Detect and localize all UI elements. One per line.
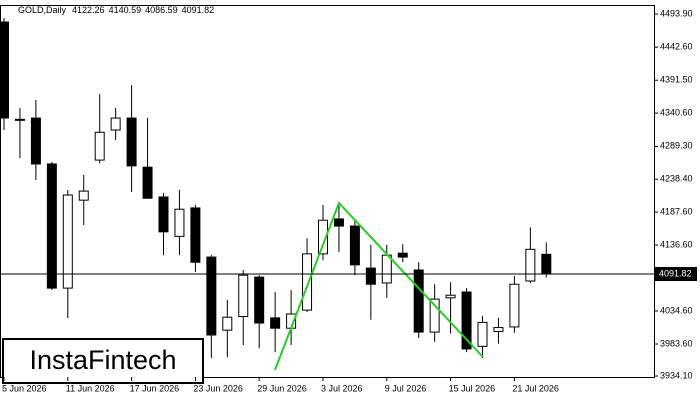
x-tick-label: 17 Jun 2026	[130, 383, 180, 393]
x-tick-label: 21 Jul 2026	[512, 383, 559, 393]
candle-body	[509, 283, 520, 328]
x-tick-label: 11 Jun 2026	[66, 383, 115, 393]
x-tick-label: 9 Jul 2026	[385, 383, 427, 393]
candle-body	[461, 291, 472, 350]
candle-body	[397, 252, 408, 258]
candle-body	[333, 218, 344, 227]
candle-body	[493, 327, 504, 332]
logo-text: InstaFintech	[29, 345, 176, 375]
candles	[0, 18, 552, 358]
candle-body	[381, 254, 392, 284]
candle-body	[365, 267, 376, 285]
header-open: 4122.26	[72, 5, 105, 15]
x-tick-label: 3 Jul 2026	[321, 383, 363, 393]
candle-body	[413, 269, 424, 333]
y-tick-label: 4391.50	[660, 75, 693, 85]
candle-body	[525, 248, 536, 282]
price-label-box	[655, 267, 697, 282]
y-tick-label: 4493.90	[660, 8, 693, 18]
candle-body	[254, 276, 265, 324]
candle-body	[222, 316, 233, 331]
candle-body	[429, 298, 440, 333]
x-tick-label: 15 Jul 2026	[449, 383, 496, 393]
candle-body	[30, 117, 41, 165]
candle-body	[174, 208, 185, 237]
candle-body	[318, 219, 328, 255]
pattern-line	[274, 201, 484, 371]
y-tick-label: 3934.10	[660, 370, 693, 380]
logo-box	[2, 338, 204, 384]
candle-body	[94, 131, 105, 161]
candle-body	[206, 256, 217, 336]
logo: InstaFintech	[2, 338, 204, 384]
y-tick-label: 4238.40	[660, 174, 693, 184]
y-tick-label: 4034.60	[660, 305, 693, 315]
candle-body	[190, 207, 201, 263]
candle-body	[110, 117, 121, 131]
candle-body	[46, 163, 57, 289]
candle-body	[445, 294, 456, 299]
candle-body	[158, 196, 169, 233]
y-tick-label: 4136.60	[660, 239, 693, 249]
header: GOLD,Daily 4122.26 4140.59 4086.59 4091.82	[18, 5, 214, 15]
candle-body	[541, 253, 552, 275]
y-tick-label: 4187.60	[660, 206, 693, 216]
candle-body	[78, 190, 89, 201]
y-tick-label: 4442.60	[660, 42, 693, 52]
candle-body	[349, 225, 360, 266]
candle-body	[0, 21, 9, 119]
candle-body	[142, 166, 153, 199]
x-tick-label: 29 Jun 2026	[257, 383, 307, 393]
candle-body	[14, 118, 25, 121]
plot-frame	[0, 5, 655, 378]
candle-body	[270, 317, 281, 329]
header-close: 4091.82	[182, 5, 215, 15]
candle-body	[477, 321, 488, 347]
y-tick-label: 4340.60	[660, 108, 693, 118]
header-low: 4086.59	[145, 5, 178, 15]
chart-title: GOLD,Daily	[18, 5, 67, 15]
y-tick-label: 3983.60	[660, 338, 693, 348]
x-tick-label: 23 Jun 2026	[193, 383, 243, 393]
x-tick-label: 5 Jun 2026	[2, 383, 47, 393]
candle-body	[62, 194, 73, 289]
candle-body	[238, 274, 249, 318]
y-tick-label: 4289.30	[660, 141, 693, 151]
header-high: 4140.59	[109, 5, 142, 15]
candle-body	[126, 117, 137, 167]
candle-body	[302, 253, 313, 311]
price-label: 4091.82	[659, 268, 692, 278]
